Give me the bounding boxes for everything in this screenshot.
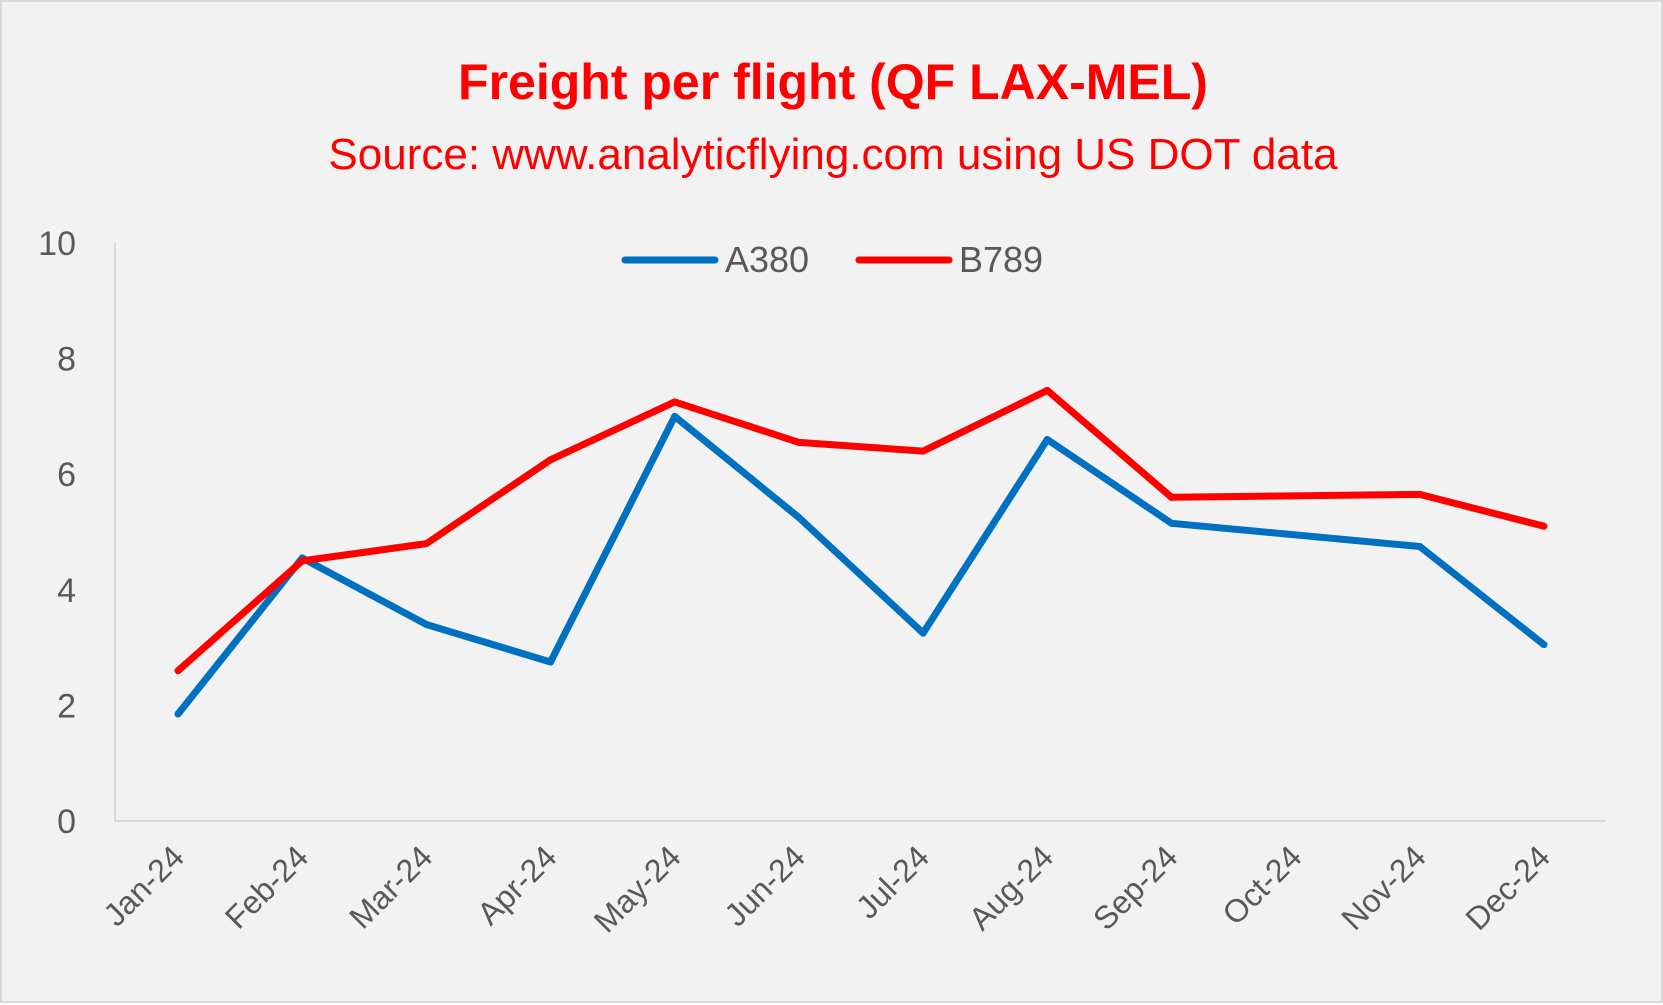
x-tick-label: Aug-24	[962, 838, 1060, 936]
legend-label-b789: B789	[959, 239, 1043, 280]
data-point-b789	[1167, 493, 1175, 501]
data-point-b789	[1416, 490, 1424, 498]
y-axis: 0 2 4 6 8 10	[38, 225, 116, 841]
x-tick-label: Sep-24	[1086, 838, 1184, 936]
x-tick-label: Jun-24	[717, 838, 812, 933]
x-tick-label: Jan-24	[96, 838, 191, 933]
data-point-b789	[547, 456, 555, 464]
series-line-b789	[175, 386, 1545, 674]
data-point-b789	[671, 398, 679, 406]
data-point-b789	[1043, 386, 1051, 394]
y-tick-label: 6	[57, 456, 76, 494]
x-tick-label: Dec-24	[1459, 838, 1557, 936]
series-line-a380	[175, 412, 1547, 717]
x-tick-label: May-24	[587, 838, 688, 939]
data-point-a380	[1167, 519, 1175, 527]
y-tick-label: 0	[57, 803, 76, 841]
data-point-b789	[298, 557, 306, 565]
legend-label-a380: A380	[725, 239, 809, 280]
data-point-a380	[795, 514, 803, 522]
y-tick-label: 8	[57, 341, 76, 379]
data-point-a380	[1416, 542, 1424, 550]
data-point-a380	[919, 629, 927, 637]
data-point-b789	[795, 438, 803, 446]
data-point-b789	[1540, 522, 1548, 530]
data-point-b789	[174, 667, 182, 675]
x-tick-label: Nov-24	[1334, 838, 1432, 936]
y-tick-label: 10	[38, 225, 76, 263]
x-tick-label: Apr-24	[470, 838, 563, 931]
data-point-b789	[919, 447, 927, 455]
x-tick-label: Oct-24	[1215, 838, 1308, 931]
data-point-a380	[174, 710, 182, 718]
x-tick-label: Feb-24	[218, 838, 315, 935]
chart-subtitle: Source: www.analyticflying.com using US …	[328, 130, 1338, 179]
data-point-a380	[422, 620, 430, 628]
data-point-a380	[1043, 436, 1051, 444]
data-point-a380	[547, 658, 555, 666]
x-tick-label: Mar-24	[342, 838, 439, 935]
x-tick-label: Jul-24	[849, 838, 936, 925]
legend: A380 B789	[621, 239, 1043, 280]
y-tick-label: 2	[57, 687, 76, 725]
data-point-a380	[1540, 641, 1548, 649]
chart-title: Freight per flight (QF LAX-MEL)	[458, 54, 1208, 110]
data-point-a380	[671, 412, 679, 420]
series-layer	[174, 386, 1548, 718]
x-axis: Jan-24 Feb-24 Mar-24 Apr-24 May-24 Jun-24 Jul-…	[96, 820, 1606, 939]
y-tick-label: 4	[57, 572, 76, 610]
data-point-b789	[422, 540, 430, 548]
